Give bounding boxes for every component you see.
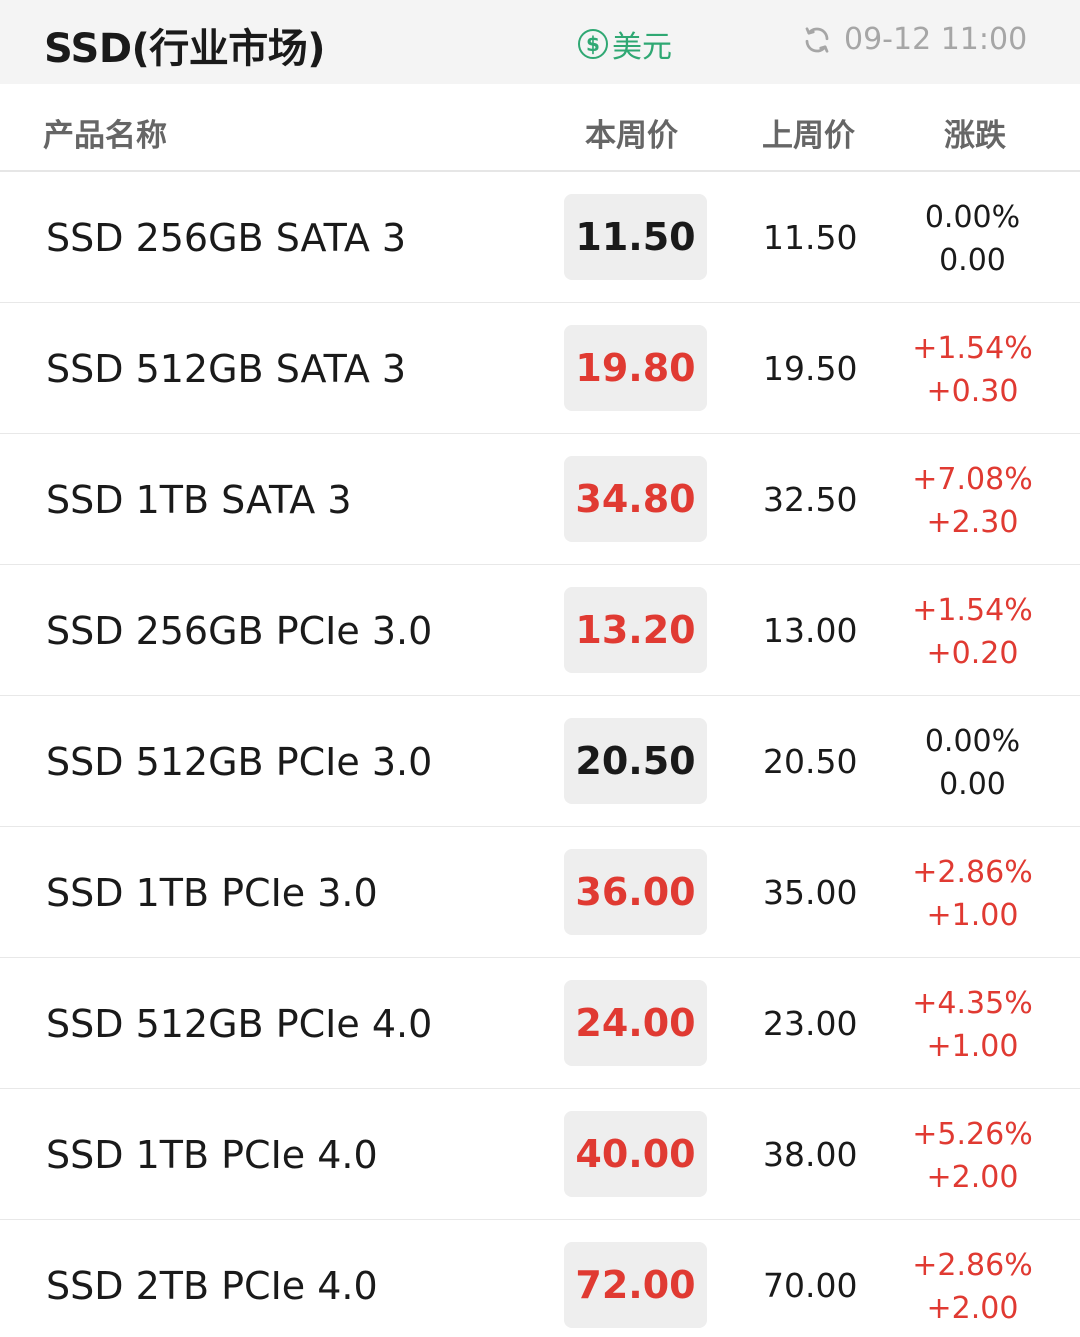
this-week-price: 20.50 [564, 718, 707, 804]
table-row[interactable]: SSD 1TB SATA 3 34.80 32.50 +7.08% +2.30 [0, 434, 1080, 565]
this-week-price: 36.00 [564, 849, 707, 935]
price-change: +1.54% +0.20 [900, 589, 1045, 675]
price-table: SSD 256GB SATA 3 11.50 11.50 0.00% 0.00 SSD 5… [0, 172, 1080, 1337]
change-amount: +0.30 [926, 374, 1019, 409]
change-percent: +5.26% [912, 1117, 1033, 1152]
table-row[interactable]: SSD 512GB SATA 3 19.80 19.50 +1.54% +0.30 [0, 303, 1080, 434]
table-row[interactable]: SSD 256GB PCIe 3.0 13.20 13.00 +1.54% +0.20 [0, 565, 1080, 696]
last-week-price: 19.50 [763, 349, 858, 388]
change-amount: +1.00 [926, 1029, 1019, 1064]
this-week-price: 24.00 [564, 980, 707, 1066]
change-amount: +1.00 [926, 898, 1019, 933]
last-week-price: 20.50 [763, 742, 858, 781]
price-change: +4.35% +1.00 [900, 982, 1045, 1068]
last-week-price: 32.50 [763, 480, 858, 519]
last-week-price: 70.00 [763, 1266, 858, 1305]
product-name: SSD 256GB PCIe 3.0 [46, 608, 433, 653]
change-percent: +4.35% [912, 986, 1033, 1021]
this-week-price: 34.80 [564, 456, 707, 542]
product-name: SSD 2TB PCIe 4.0 [46, 1263, 378, 1308]
refresh-timestamp[interactable]: 09-12 11:00 [802, 22, 1027, 57]
price-change: 0.00% 0.00 [900, 196, 1045, 282]
product-name: SSD 256GB SATA 3 [46, 215, 407, 260]
this-week-price: 72.00 [564, 1242, 707, 1328]
change-percent: +1.54% [912, 331, 1033, 366]
currency-toggle[interactable]: $ 美元 [578, 22, 672, 66]
product-name: SSD 1TB PCIe 4.0 [46, 1132, 378, 1177]
table-row[interactable]: SSD 1TB PCIe 4.0 40.00 38.00 +5.26% +2.00 [0, 1089, 1080, 1220]
price-change: +5.26% +2.00 [900, 1113, 1045, 1199]
table-row[interactable]: SSD 1TB PCIe 3.0 36.00 35.00 +2.86% +1.00 [0, 827, 1080, 958]
change-amount: +0.20 [926, 636, 1019, 671]
update-time: 09-12 11:00 [844, 22, 1028, 57]
change-amount: +2.00 [926, 1291, 1019, 1326]
column-header-this-week[interactable]: 本周价 [585, 118, 678, 154]
page-title: SSD(行业市场) [44, 26, 326, 72]
column-header-change[interactable]: 涨跌 [944, 118, 1006, 154]
table-row[interactable]: SSD 512GB PCIe 4.0 24.00 23.00 +4.35% +1.00 [0, 958, 1080, 1089]
change-amount: 0.00 [939, 243, 1006, 278]
change-percent: +1.54% [912, 593, 1033, 628]
table-row[interactable]: SSD 256GB SATA 3 11.50 11.50 0.00% 0.00 [0, 172, 1080, 303]
this-week-price: 40.00 [564, 1111, 707, 1197]
change-amount: +2.00 [926, 1160, 1019, 1195]
product-name: SSD 512GB SATA 3 [46, 346, 407, 391]
change-percent: 0.00% [924, 724, 1021, 759]
currency-label: 美元 [612, 30, 672, 65]
column-header-name: 产品名称 [43, 118, 167, 154]
last-week-price: 38.00 [763, 1135, 858, 1174]
table-header: 产品名称 本周价 上周价 涨跌 [0, 84, 1080, 172]
product-name: SSD 1TB SATA 3 [46, 477, 352, 522]
price-change: +1.54% +0.30 [900, 327, 1045, 413]
change-percent: 0.00% [924, 200, 1021, 235]
this-week-price: 13.20 [564, 587, 707, 673]
change-amount: 0.00 [939, 767, 1006, 802]
last-week-price: 13.00 [763, 611, 858, 650]
page-header: SSD(行业市场) $ 美元 09-12 11:00 [0, 0, 1080, 84]
product-name: SSD 1TB PCIe 3.0 [46, 870, 378, 915]
product-name: SSD 512GB PCIe 4.0 [46, 1001, 433, 1046]
table-row[interactable]: SSD 512GB PCIe 3.0 20.50 20.50 0.00% 0.00 [0, 696, 1080, 827]
column-header-last-week[interactable]: 上周价 [762, 118, 855, 154]
last-week-price: 35.00 [763, 873, 858, 912]
this-week-price: 19.80 [564, 325, 707, 411]
change-amount: +2.30 [926, 505, 1019, 540]
price-change: +2.86% +1.00 [900, 851, 1045, 937]
change-percent: +2.86% [912, 1248, 1033, 1283]
last-week-price: 11.50 [763, 218, 858, 257]
refresh-icon[interactable] [802, 25, 832, 55]
table-row[interactable]: SSD 2TB PCIe 4.0 72.00 70.00 +2.86% +2.00 [0, 1220, 1080, 1337]
dollar-coin-icon: $ [578, 29, 608, 59]
price-change: 0.00% 0.00 [900, 720, 1045, 806]
this-week-price: 11.50 [564, 194, 707, 280]
price-change: +7.08% +2.30 [900, 458, 1045, 544]
change-percent: +7.08% [912, 462, 1033, 497]
last-week-price: 23.00 [763, 1004, 858, 1043]
product-name: SSD 512GB PCIe 3.0 [46, 739, 433, 784]
change-percent: +2.86% [912, 855, 1033, 890]
price-change: +2.86% +2.00 [900, 1244, 1045, 1330]
